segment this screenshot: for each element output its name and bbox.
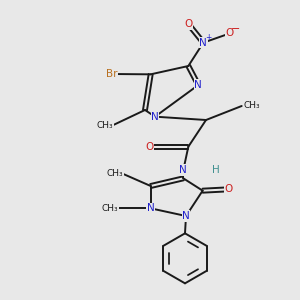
Text: −: − xyxy=(231,24,241,34)
Text: CH₃: CH₃ xyxy=(102,204,118,213)
Text: N: N xyxy=(151,112,159,122)
Text: N: N xyxy=(147,203,154,213)
Text: N: N xyxy=(179,165,187,175)
Text: O: O xyxy=(145,142,154,152)
Text: CH₃: CH₃ xyxy=(107,169,123,178)
Text: Br: Br xyxy=(106,69,117,79)
Text: O: O xyxy=(226,28,234,38)
Text: O: O xyxy=(184,19,193,29)
Text: O: O xyxy=(224,184,232,194)
Text: N: N xyxy=(194,80,202,90)
Text: N: N xyxy=(200,38,207,48)
Text: CH₃: CH₃ xyxy=(244,101,260,110)
Text: N: N xyxy=(182,211,190,221)
Text: +: + xyxy=(205,33,212,42)
Text: H: H xyxy=(212,165,220,175)
Text: CH₃: CH₃ xyxy=(97,121,113,130)
